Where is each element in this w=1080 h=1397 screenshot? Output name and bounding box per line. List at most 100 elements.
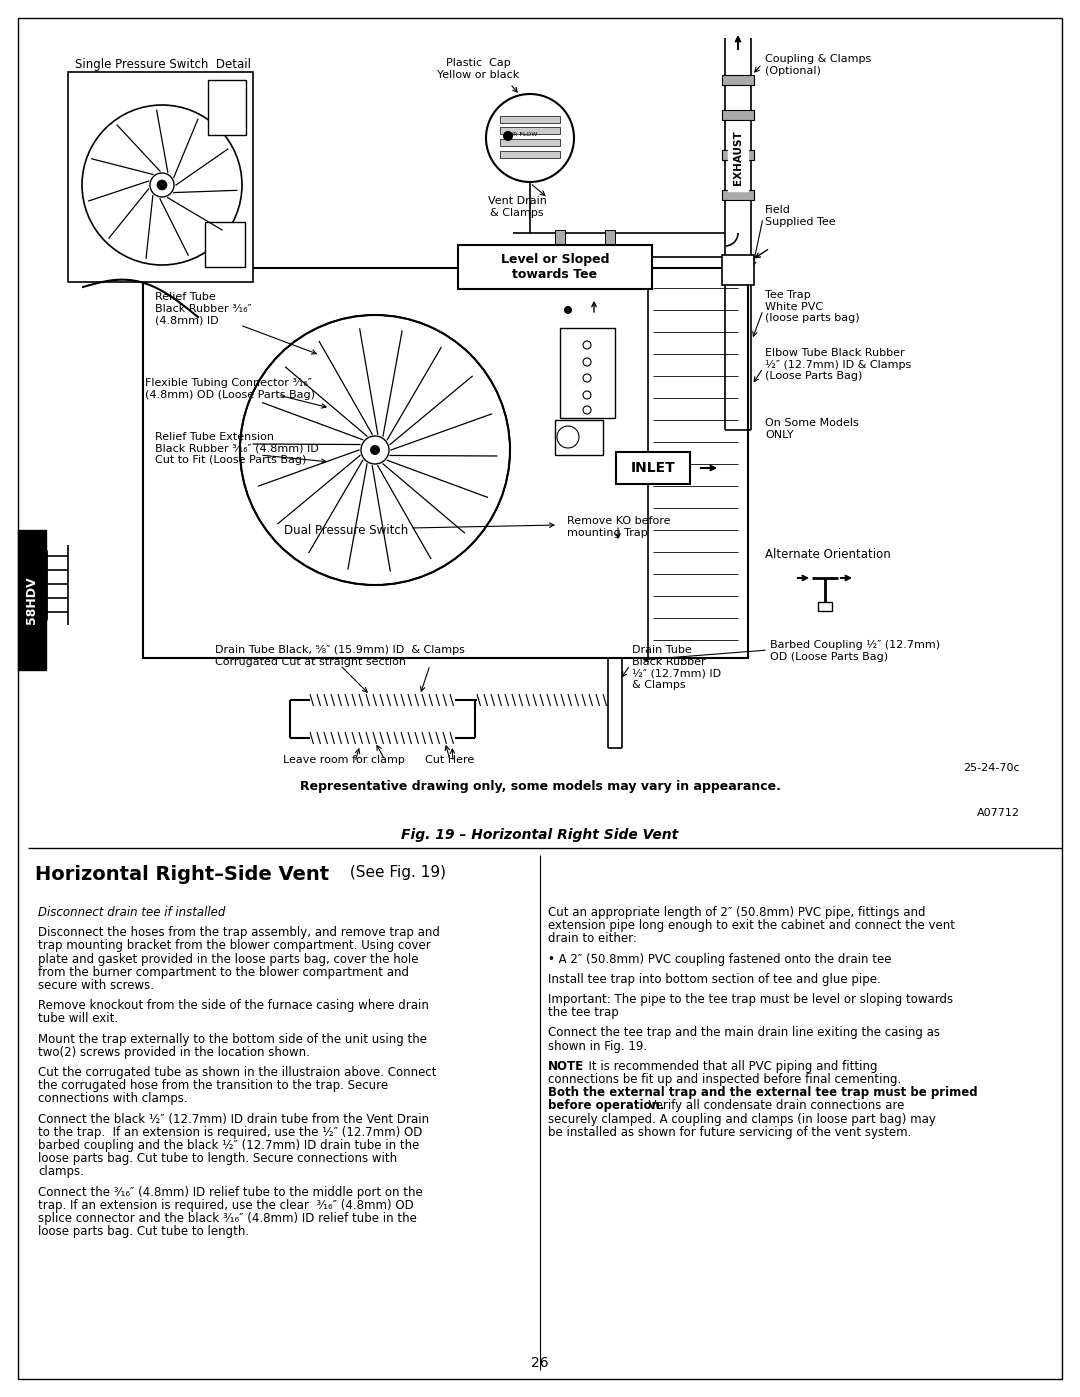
- Bar: [68, 73, 253, 282]
- Text: Flexible Tubing Connector ³⁄₁₆″
(4.8mm) OD (Loose Parts Bag): Flexible Tubing Connector ³⁄₁₆″ (4.8mm) …: [145, 379, 315, 400]
- Text: to the trap.  If an extension is required, use the ½″ (12.7mm) OD: to the trap. If an extension is required…: [38, 1126, 422, 1139]
- Text: Mount the trap externally to the bottom side of the unit using the: Mount the trap externally to the bottom …: [38, 1032, 427, 1045]
- Bar: [723, 75, 754, 85]
- Text: • A 2″ (50.8mm) PVC coupling fastened onto the drain tee: • A 2″ (50.8mm) PVC coupling fastened on…: [548, 953, 891, 965]
- Text: Horizontal Right–Side Vent: Horizontal Right–Side Vent: [35, 865, 329, 884]
- Circle shape: [564, 306, 572, 314]
- Text: :  It is recommended that all PVC piping and fitting: : It is recommended that all PVC piping …: [577, 1060, 877, 1073]
- Text: splice connector and the black ³⁄₁₆″ (4.8mm) ID relief tube in the: splice connector and the black ³⁄₁₆″ (4.…: [38, 1213, 417, 1225]
- Circle shape: [583, 374, 591, 381]
- Text: shown in Fig. 19.: shown in Fig. 19.: [548, 1039, 647, 1052]
- Circle shape: [361, 436, 389, 464]
- Text: Alternate Orientation: Alternate Orientation: [765, 548, 891, 562]
- Text: extension pipe long enough to exit the cabinet and connect the vent: extension pipe long enough to exit the c…: [548, 919, 955, 932]
- Text: clamps.: clamps.: [38, 1165, 84, 1179]
- Text: from the burner compartment to the blower compartment and: from the burner compartment to the blowe…: [38, 965, 409, 979]
- Bar: [208, 80, 246, 136]
- Circle shape: [583, 358, 591, 366]
- Text: loose parts bag. Cut tube to length. Secure connections with: loose parts bag. Cut tube to length. Sec…: [38, 1153, 397, 1165]
- Text: Plastic  Cap
Yellow or black: Plastic Cap Yellow or black: [437, 59, 519, 80]
- Text: INLET: INLET: [631, 461, 675, 475]
- Bar: [18, 529, 46, 671]
- Text: Vent Drain
& Clamps: Vent Drain & Clamps: [487, 196, 546, 218]
- Text: 26: 26: [531, 1356, 549, 1370]
- Circle shape: [150, 173, 174, 197]
- Text: Representative drawing only, some models may vary in appearance.: Representative drawing only, some models…: [299, 780, 781, 793]
- Circle shape: [583, 341, 591, 349]
- Text: two(2) screws provided in the location shown.: two(2) screws provided in the location s…: [38, 1046, 310, 1059]
- Text: tube will exit.: tube will exit.: [38, 1013, 118, 1025]
- Text: EXHAUST: EXHAUST: [733, 131, 743, 186]
- Text: securely clamped. A coupling and clamps (in loose part bag) may: securely clamped. A coupling and clamps …: [548, 1112, 936, 1126]
- Text: connections be fit up and inspected before final cementing.: connections be fit up and inspected befo…: [548, 1073, 901, 1085]
- Bar: [555, 231, 565, 260]
- Text: (See Fig. 19): (See Fig. 19): [345, 865, 446, 880]
- Text: Connect the tee trap and the main drain line exiting the casing as: Connect the tee trap and the main drain …: [548, 1027, 940, 1039]
- Circle shape: [503, 131, 513, 141]
- FancyBboxPatch shape: [458, 244, 652, 289]
- Text: Cut an appropriate length of 2″ (50.8mm) PVC pipe, fittings and: Cut an appropriate length of 2″ (50.8mm)…: [548, 907, 926, 919]
- Text: drain to either:: drain to either:: [548, 932, 637, 946]
- Text: Connect the ³⁄₁₆″ (4.8mm) ID relief tube to the middle port on the: Connect the ³⁄₁₆″ (4.8mm) ID relief tube…: [38, 1186, 422, 1199]
- Bar: [500, 151, 561, 158]
- Text: Relief Tube Extension
Black Rubber ³⁄₁₆″ (4.8mm) ID
Cut to Fit (Loose Parts Bag): Relief Tube Extension Black Rubber ³⁄₁₆″…: [156, 432, 319, 465]
- Text: Relief Tube
Black Rubber ³⁄₁₆″
(4.8mm) ID: Relief Tube Black Rubber ³⁄₁₆″ (4.8mm) I…: [156, 292, 252, 326]
- Text: A07712: A07712: [977, 807, 1020, 819]
- Text: Barbed Coupling ½″ (12.7mm)
OD (Loose Parts Bag): Barbed Coupling ½″ (12.7mm) OD (Loose Pa…: [770, 640, 940, 662]
- Text: Important: The pipe to the tee trap must be level or sloping towards: Important: The pipe to the tee trap must…: [548, 993, 954, 1006]
- Text: barbed coupling and the black ½″ (12.7mm) ID drain tube in the: barbed coupling and the black ½″ (12.7mm…: [38, 1139, 419, 1153]
- Bar: [818, 602, 832, 610]
- Circle shape: [240, 314, 510, 585]
- Circle shape: [557, 426, 579, 448]
- Text: Both the external trap and the external tee trap must be primed: Both the external trap and the external …: [548, 1087, 977, 1099]
- Text: Coupling & Clamps
(Optional): Coupling & Clamps (Optional): [765, 54, 872, 75]
- Text: Connect the black ½″ (12.7mm) ID drain tube from the Vent Drain: Connect the black ½″ (12.7mm) ID drain t…: [38, 1112, 429, 1126]
- Text: trap. If an extension is required, use the clear  ³⁄₁₆″ (4.8mm) OD: trap. If an extension is required, use t…: [38, 1199, 414, 1211]
- Text: trap mounting bracket from the blower compartment. Using cover: trap mounting bracket from the blower co…: [38, 939, 431, 953]
- Text: Tee Trap
White PVC
(loose parts bag): Tee Trap White PVC (loose parts bag): [765, 291, 860, 323]
- Text: Field
Supplied Tee: Field Supplied Tee: [765, 205, 836, 226]
- Text: Level or Sloped
towards Tee: Level or Sloped towards Tee: [501, 253, 609, 281]
- Text: 25-24-70c: 25-24-70c: [963, 763, 1020, 773]
- Text: NOTE: NOTE: [548, 1060, 584, 1073]
- Text: before operation.: before operation.: [548, 1099, 664, 1112]
- Bar: [555, 420, 603, 455]
- Text: Fig. 19 – Horizontal Right Side Vent: Fig. 19 – Horizontal Right Side Vent: [402, 828, 678, 842]
- Bar: [500, 116, 561, 123]
- Bar: [723, 149, 754, 161]
- Text: the corrugated hose from the transition to the trap. Secure: the corrugated hose from the transition …: [38, 1080, 388, 1092]
- Bar: [143, 268, 748, 658]
- Text: Remove knockout from the side of the furnace casing where drain: Remove knockout from the side of the fur…: [38, 999, 429, 1013]
- Circle shape: [583, 391, 591, 400]
- Text: Drain Tube
Black Rubber
½″ (12.7mm) ID
& Clamps: Drain Tube Black Rubber ½″ (12.7mm) ID &…: [632, 645, 721, 690]
- Text: the tee trap: the tee trap: [548, 1006, 619, 1020]
- Bar: [605, 231, 615, 260]
- Bar: [723, 190, 754, 200]
- Circle shape: [370, 446, 380, 455]
- Circle shape: [82, 105, 242, 265]
- Text: connections with clamps.: connections with clamps.: [38, 1092, 188, 1105]
- Bar: [500, 127, 561, 134]
- Text: loose parts bag. Cut tube to length.: loose parts bag. Cut tube to length.: [38, 1225, 249, 1238]
- Text: Disconnect drain tee if installed: Disconnect drain tee if installed: [38, 907, 226, 919]
- Text: AIR FLOW: AIR FLOW: [507, 131, 537, 137]
- Text: Remove KO before
mounting Trap: Remove KO before mounting Trap: [567, 515, 671, 538]
- Text: Drain Tube Black, ⁵⁄₈″ (15.9mm) ID  & Clamps
Corrugated Cut at straight section: Drain Tube Black, ⁵⁄₈″ (15.9mm) ID & Cla…: [215, 645, 464, 666]
- FancyBboxPatch shape: [616, 453, 690, 483]
- Text: Elbow Tube Black Rubber
½″ (12.7mm) ID & Clamps
(Loose Parts Bag): Elbow Tube Black Rubber ½″ (12.7mm) ID &…: [765, 348, 912, 381]
- Circle shape: [583, 407, 591, 414]
- Text: secure with screws.: secure with screws.: [38, 979, 154, 992]
- Bar: [561, 328, 615, 418]
- Text: Disconnect the hoses from the trap assembly, and remove trap and: Disconnect the hoses from the trap assem…: [38, 926, 440, 939]
- Text: Cut Here: Cut Here: [426, 754, 474, 766]
- Text: Install tee trap into bottom section of tee and glue pipe.: Install tee trap into bottom section of …: [548, 972, 881, 986]
- Bar: [723, 110, 754, 120]
- Text: Verify all condensate drain connections are: Verify all condensate drain connections …: [642, 1099, 904, 1112]
- Text: Leave room for clamp: Leave room for clamp: [283, 754, 405, 766]
- Text: 58HDV: 58HDV: [26, 576, 39, 624]
- Circle shape: [486, 94, 573, 182]
- Circle shape: [157, 180, 167, 190]
- Text: Dual Pressure Switch: Dual Pressure Switch: [284, 524, 408, 536]
- Bar: [205, 222, 245, 267]
- Text: Cut the corrugated tube as shown in the illustraion above. Connect: Cut the corrugated tube as shown in the …: [38, 1066, 436, 1078]
